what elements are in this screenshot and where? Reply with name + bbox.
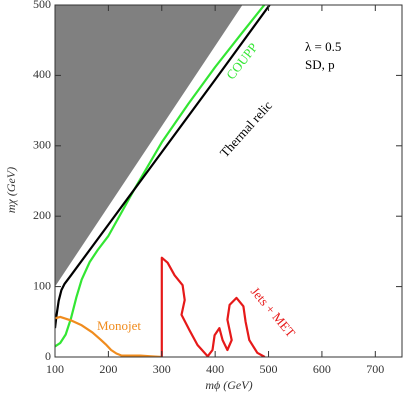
x-tick-label: 400 bbox=[206, 362, 224, 376]
curve bbox=[55, 5, 271, 329]
annotation: λ = 0.5 bbox=[305, 39, 341, 54]
curve-label: Thermal relic bbox=[217, 98, 275, 161]
curve bbox=[55, 315, 162, 357]
excluded-region bbox=[55, 5, 243, 287]
x-tick-label: 200 bbox=[99, 362, 117, 376]
x-tick-label: 100 bbox=[46, 362, 64, 376]
x-tick-label: 600 bbox=[313, 362, 331, 376]
x-tick-label: 300 bbox=[153, 362, 171, 376]
x-tick-label: 500 bbox=[260, 362, 278, 376]
curve-label: Monojet bbox=[97, 318, 141, 333]
curve bbox=[55, 5, 266, 348]
curve-label: Jets + MET bbox=[248, 284, 299, 340]
x-axis-label: mϕ (GeV) bbox=[205, 378, 252, 392]
y-tick-label: 300 bbox=[33, 138, 51, 152]
x-tick-label: 700 bbox=[366, 362, 384, 376]
y-tick-label: 400 bbox=[33, 67, 51, 81]
y-tick-label: 500 bbox=[33, 0, 51, 11]
annotation: SD, p bbox=[305, 57, 335, 72]
plot-frame bbox=[54, 4, 403, 358]
y-tick-label: 0 bbox=[45, 349, 51, 363]
y-tick-label: 200 bbox=[33, 208, 51, 222]
y-tick-label: 100 bbox=[33, 278, 51, 292]
curve bbox=[160, 256, 266, 357]
y-axis-label: mχ (GeV) bbox=[4, 167, 18, 213]
